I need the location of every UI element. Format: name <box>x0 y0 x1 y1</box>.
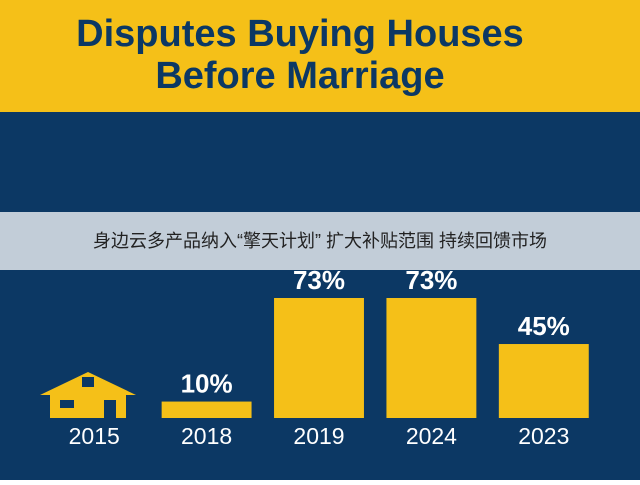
bar <box>274 298 364 418</box>
house-icon <box>40 372 136 418</box>
value-label: 10% <box>181 368 233 398</box>
x-tick-label: 2019 <box>293 423 344 449</box>
bar <box>386 298 477 418</box>
bar <box>161 401 252 418</box>
chart-title: Disputes Buying Houses <box>76 13 524 55</box>
overlay-banner <box>0 212 640 270</box>
bar <box>498 344 589 418</box>
value-label: 45% <box>518 311 570 341</box>
x-tick-label: 2024 <box>406 423 457 449</box>
x-tick-label: 2023 <box>518 423 569 449</box>
chart-title: Before Marriage <box>155 55 444 97</box>
overlay-text: 身边云多产品纳入“擎天计划” 扩大补贴范围 持续回馈市场 <box>93 231 547 251</box>
title-band <box>0 0 640 112</box>
x-tick-label: 2018 <box>181 423 232 449</box>
x-tick-label: 2015 <box>69 423 120 449</box>
